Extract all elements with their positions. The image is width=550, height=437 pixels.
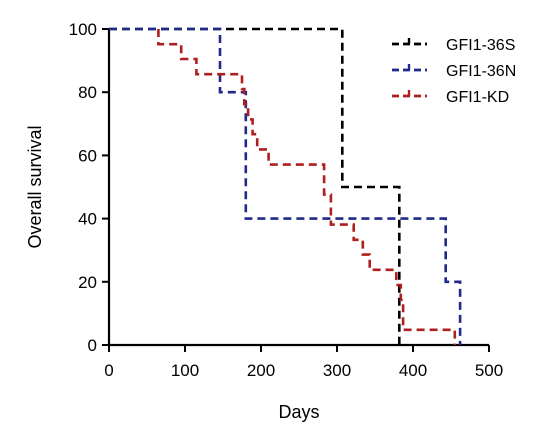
series-lines xyxy=(109,27,462,345)
x-tick-label: 0 xyxy=(104,361,113,380)
x-tick-label: 100 xyxy=(171,361,199,380)
x-tick-label: 200 xyxy=(247,361,275,380)
y-tick-label: 80 xyxy=(78,83,97,102)
legend: GFI1-36S GFI1-36N GFI1-KD xyxy=(392,37,516,106)
x-tick-label: 300 xyxy=(323,361,351,380)
y-tick-label: 60 xyxy=(78,146,97,165)
y-tick-label: 40 xyxy=(78,210,97,229)
x-tick-label: 400 xyxy=(399,361,427,380)
series-line-gfi1-36n xyxy=(109,27,462,345)
legend-label: GFI1-36S xyxy=(446,37,515,54)
y-tick-label: 100 xyxy=(69,20,97,39)
y-axis-label: Overall survival xyxy=(25,125,45,248)
y-tick-label: 20 xyxy=(78,273,97,292)
legend-label: GFI1-KD xyxy=(446,89,509,106)
x-axis-label: Days xyxy=(278,402,319,422)
legend-label: GFI1-36N xyxy=(446,63,516,80)
axes: 0 100 200 300 400 500 0 20 40 60 80 100 xyxy=(69,20,504,380)
x-tick-label: 500 xyxy=(475,361,503,380)
series-line-gfi1-36s xyxy=(109,27,401,345)
series-line-gfi1-kd xyxy=(157,29,457,345)
y-tick-label: 0 xyxy=(88,336,97,355)
